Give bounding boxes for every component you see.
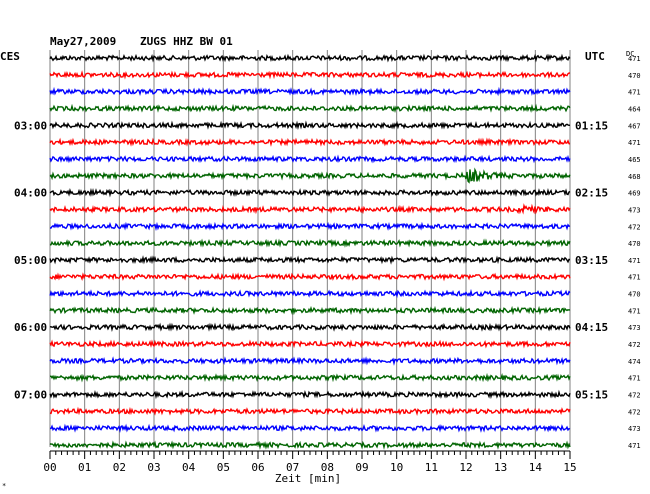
- trace-line-row-12: [49, 255, 571, 265]
- trace-line-row-13: [49, 272, 571, 282]
- trace-line-row-5: [49, 137, 571, 147]
- dc-value-label: 469: [628, 190, 641, 198]
- left-time-label: 07:00: [14, 389, 47, 402]
- trace-line-row-10: [50, 221, 571, 232]
- trace-line-row-0: [49, 53, 571, 63]
- left-time-label: 04:00: [14, 187, 47, 200]
- x-tick-label: 12: [459, 461, 472, 474]
- date-label: May27,2009: [50, 35, 116, 48]
- x-tick-label: 10: [390, 461, 403, 474]
- x-tick-label: 05: [217, 461, 230, 474]
- dc-value-label: 471: [628, 55, 641, 63]
- x-tick-label: 08: [321, 461, 334, 474]
- trace-line-row-7: [49, 167, 571, 184]
- right-time-label: 05:15: [575, 389, 608, 402]
- dc-value-label: 468: [628, 173, 641, 181]
- dc-value-label: 473: [628, 425, 641, 433]
- dc-value-label: 472: [628, 392, 641, 400]
- x-tick-label: 07: [286, 461, 299, 474]
- dc-value-label: 473: [628, 324, 641, 332]
- left-time-label: 03:00: [14, 119, 47, 132]
- x-tick-label: 06: [251, 461, 264, 474]
- dc-value-label: 472: [628, 223, 641, 231]
- x-axis-label: Zeit [min]: [275, 472, 341, 485]
- dc-value-label: 473: [628, 206, 641, 214]
- trace-line-row-17: [49, 339, 571, 349]
- x-tick-label: 01: [78, 461, 91, 474]
- trace-line-row-15: [49, 305, 571, 316]
- trace-line-row-18: [49, 356, 571, 366]
- trace-line-row-1: [49, 70, 571, 80]
- trace-line-row-19: [49, 372, 571, 383]
- dc-value-label: 470: [628, 291, 641, 299]
- timezone-left-label: CES: [0, 50, 20, 63]
- x-tick-label: 09: [355, 461, 368, 474]
- trace-line-row-8: [49, 187, 571, 198]
- x-tick-label: 03: [147, 461, 160, 474]
- x-tick-label: 02: [113, 461, 126, 474]
- x-tick-label: 04: [182, 461, 196, 474]
- x-tick-label: 14: [529, 461, 543, 474]
- trace-line-row-4: [49, 120, 571, 131]
- dc-value-label: 471: [628, 442, 641, 450]
- row-labels: 471 470 471 464 467 471 465 468 469 473 472 470 471 4…: [14, 55, 641, 450]
- trace-line-row-22: [49, 423, 571, 433]
- trace-line-row-11: [49, 238, 571, 248]
- trace-line-row-21: [49, 406, 571, 416]
- x-tick-label: 00: [43, 461, 56, 474]
- station-label: ZUGS HHZ BW 01: [140, 35, 233, 48]
- x-tick-label: 11: [425, 461, 438, 474]
- left-time-label: 05:00: [14, 254, 47, 267]
- left-time-label: 06:00: [14, 321, 47, 334]
- dc-value-label: 470: [628, 240, 641, 248]
- trace-line-row-2: [49, 86, 571, 97]
- dc-value-label: 470: [628, 72, 641, 80]
- timezone-right-label: UTC: [585, 50, 605, 63]
- right-time-label: 02:15: [575, 187, 608, 200]
- dc-value-label: 467: [628, 122, 641, 130]
- trace-line-row-14: [49, 288, 571, 299]
- trace-line-row-23: [49, 440, 571, 450]
- dc-value-label: 464: [628, 105, 641, 113]
- right-time-label: 01:15: [575, 119, 608, 132]
- dc-value-label: 472: [628, 408, 641, 416]
- dc-value-label: 474: [628, 358, 641, 366]
- trace-line-row-3: [49, 103, 571, 113]
- trace-line-row-6: [49, 154, 571, 164]
- trace-line-row-20: [49, 389, 571, 400]
- trace-group: [49, 53, 571, 450]
- x-tick-label: 13: [494, 461, 507, 474]
- x-axis: 00 01 02 03 04 05 06 07 08 09 10 11 12 13 14 15: [43, 450, 577, 474]
- dc-value-label: 471: [628, 139, 641, 147]
- footnote-mark: *: [2, 482, 6, 490]
- dc-value-label: 471: [628, 89, 641, 97]
- trace-line-row-16: [49, 322, 571, 332]
- right-time-label: 04:15: [575, 321, 608, 334]
- dc-header-label: DC: [626, 50, 634, 58]
- right-time-label: 03:15: [575, 254, 608, 267]
- grid-lines: [49, 50, 571, 447]
- dc-value-label: 465: [628, 156, 641, 164]
- dc-value-label: 471: [628, 375, 641, 383]
- dc-value-label: 471: [628, 274, 641, 282]
- dc-value-label: 471: [628, 257, 641, 265]
- dc-value-label: 472: [628, 341, 641, 349]
- x-tick-label: 15: [563, 461, 576, 474]
- dc-value-label: 471: [628, 307, 641, 315]
- trace-line-row-9: [49, 203, 571, 215]
